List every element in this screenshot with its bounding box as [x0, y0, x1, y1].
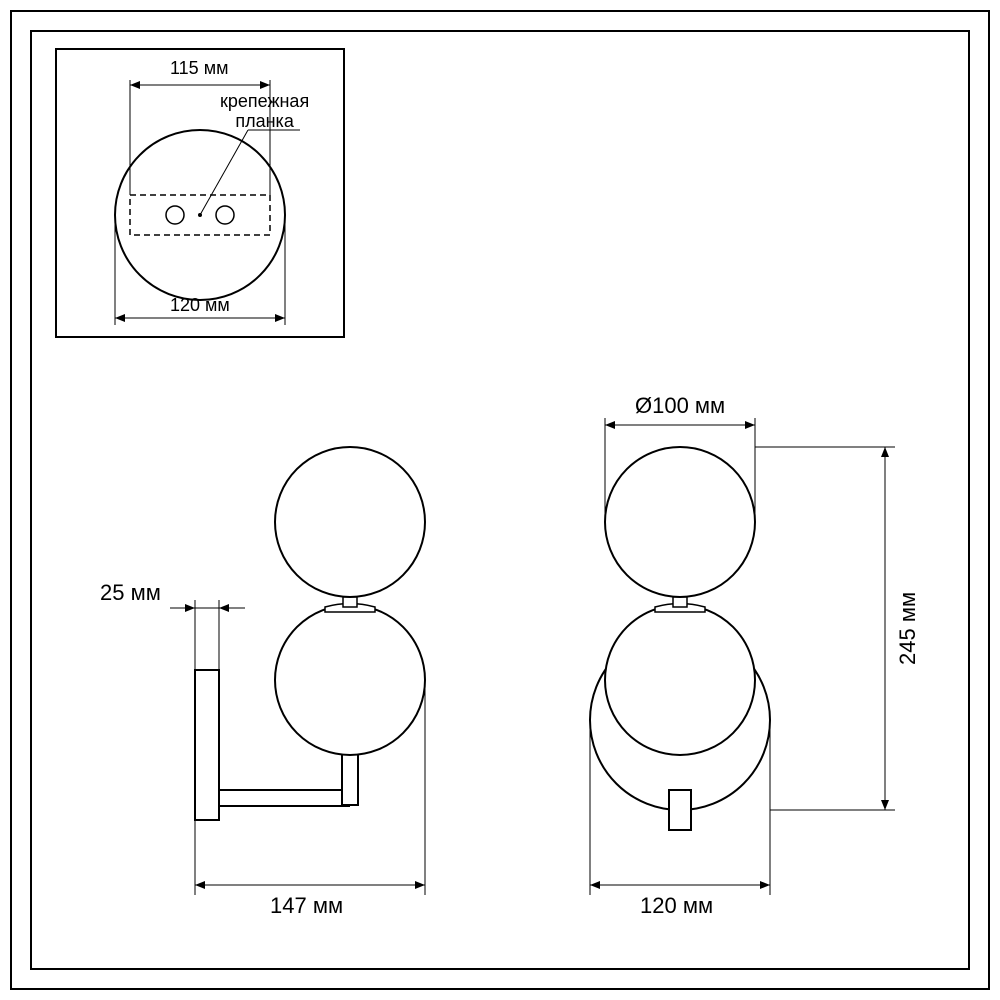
side-lower-globe — [275, 605, 425, 755]
arrow — [415, 881, 425, 889]
arrow — [745, 421, 755, 429]
front-upper-globe — [605, 447, 755, 597]
arrow — [115, 314, 125, 322]
detail-bracket-name: крепежная планка — [220, 92, 309, 132]
arrow — [185, 604, 195, 612]
arrow — [219, 604, 229, 612]
arrow — [275, 314, 285, 322]
arrow — [760, 881, 770, 889]
side-view — [170, 447, 425, 895]
detail-bracket-name-l2: планка — [235, 111, 293, 131]
side-wall-plate — [195, 670, 219, 820]
arrow — [881, 447, 889, 457]
side-arm — [219, 790, 349, 806]
arrow — [130, 81, 140, 89]
side-connector — [343, 597, 357, 607]
arrow — [605, 421, 615, 429]
detail-hole-right — [216, 206, 234, 224]
arrow — [590, 881, 600, 889]
side-depth-label: 25 мм — [100, 580, 161, 606]
side-width-label: 147 мм — [270, 893, 343, 919]
detail-hole-left — [166, 206, 184, 224]
arrow — [195, 881, 205, 889]
detail-bracket-name-l1: крепежная — [220, 91, 309, 111]
arrow — [260, 81, 270, 89]
front-connector — [673, 597, 687, 607]
diagram-svg — [0, 0, 1000, 1000]
front-base-width-label: 120 мм — [640, 893, 713, 919]
detail-bracket-width-label: 115 мм — [170, 58, 228, 79]
front-lower-globe — [605, 605, 755, 755]
arrow — [881, 800, 889, 810]
front-height-label: 245 мм — [895, 592, 921, 665]
front-stem — [669, 790, 691, 830]
front-view — [590, 418, 895, 895]
side-upper-globe — [275, 447, 425, 597]
detail-base-diameter-label: 120 мм — [170, 295, 230, 316]
front-globe-diameter-label: Ø100 мм — [635, 393, 725, 419]
